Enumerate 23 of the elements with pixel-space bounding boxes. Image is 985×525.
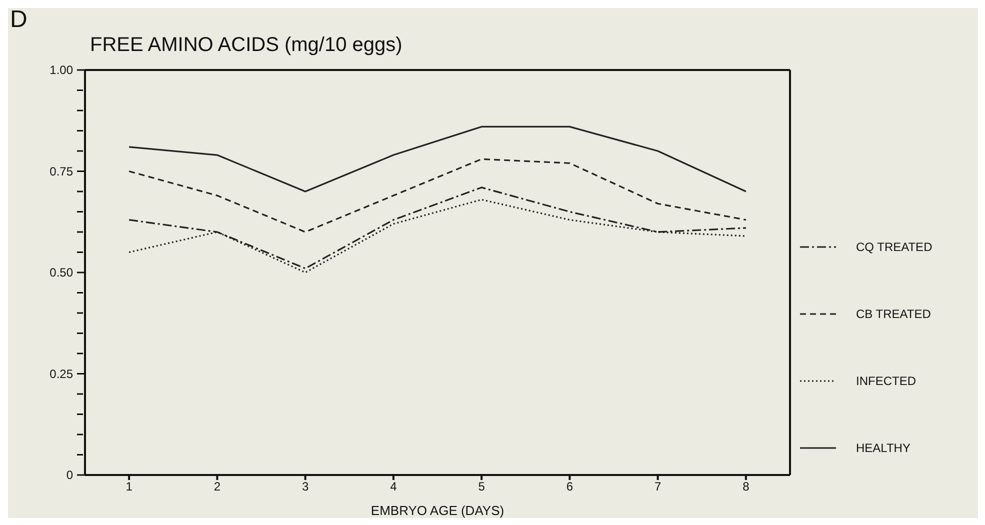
legend-label: HEALTHY bbox=[856, 440, 910, 454]
line-series bbox=[128, 126, 747, 192]
y-tick-label: 0.75 bbox=[50, 164, 74, 178]
y-tick-label: 0.50 bbox=[50, 266, 74, 280]
y-tick-label: 0 bbox=[66, 468, 74, 482]
legend-label: CB TREATED bbox=[856, 306, 931, 320]
x-tick-label: 7 bbox=[654, 480, 662, 494]
legend-label: CQ TREATED bbox=[856, 240, 932, 254]
x-tick-label: 1 bbox=[126, 480, 133, 494]
y-tick-label: 0.25 bbox=[50, 366, 74, 381]
x-tick-label: 4 bbox=[390, 480, 398, 494]
x-tick-label: 3 bbox=[302, 480, 309, 494]
legend-label: INFECTED bbox=[856, 374, 916, 388]
line-series bbox=[128, 158, 747, 233]
x-tick-label: 2 bbox=[214, 480, 221, 494]
chart-title: FREE AMINO ACIDS (mg/10 eggs) bbox=[90, 34, 402, 57]
line-series bbox=[128, 186, 747, 270]
x-tick-label: 6 bbox=[566, 480, 574, 494]
y-tick-label: 1.00 bbox=[50, 63, 74, 77]
x-tick-label: 8 bbox=[742, 480, 750, 494]
text: D bbox=[10, 6, 28, 34]
x-tick-label: 5 bbox=[478, 480, 486, 494]
x-axis-title: EMBRYO AGE (DAYS) bbox=[370, 503, 504, 518]
